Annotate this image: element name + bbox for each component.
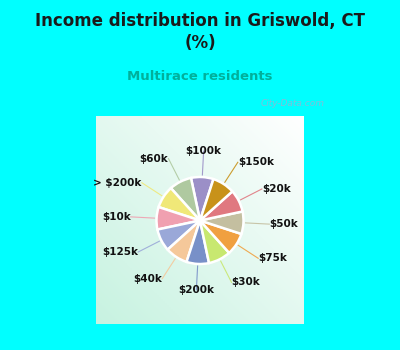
Text: $200k: $200k: [178, 285, 214, 295]
Wedge shape: [200, 179, 232, 220]
Wedge shape: [158, 220, 200, 250]
Text: Income distribution in Griswold, CT
(%): Income distribution in Griswold, CT (%): [35, 12, 365, 52]
Wedge shape: [191, 177, 214, 220]
Wedge shape: [171, 178, 200, 220]
Text: City-Data.com: City-Data.com: [260, 99, 324, 108]
Text: $125k: $125k: [102, 247, 138, 257]
Wedge shape: [200, 191, 242, 220]
Text: $20k: $20k: [262, 184, 290, 194]
Text: $150k: $150k: [238, 157, 274, 167]
Wedge shape: [159, 188, 200, 220]
Wedge shape: [168, 220, 200, 262]
Wedge shape: [200, 220, 229, 263]
Text: $10k: $10k: [102, 212, 131, 222]
Text: Multirace residents: Multirace residents: [127, 70, 273, 83]
Wedge shape: [156, 207, 200, 230]
Text: $60k: $60k: [140, 154, 168, 164]
Text: $40k: $40k: [133, 274, 162, 284]
Text: $75k: $75k: [258, 253, 287, 263]
Text: $30k: $30k: [232, 277, 260, 287]
Text: $100k: $100k: [186, 146, 222, 156]
Wedge shape: [200, 220, 241, 253]
Wedge shape: [200, 211, 244, 234]
Text: > $200k: > $200k: [94, 178, 142, 188]
Wedge shape: [186, 220, 209, 264]
Text: $50k: $50k: [269, 219, 298, 229]
